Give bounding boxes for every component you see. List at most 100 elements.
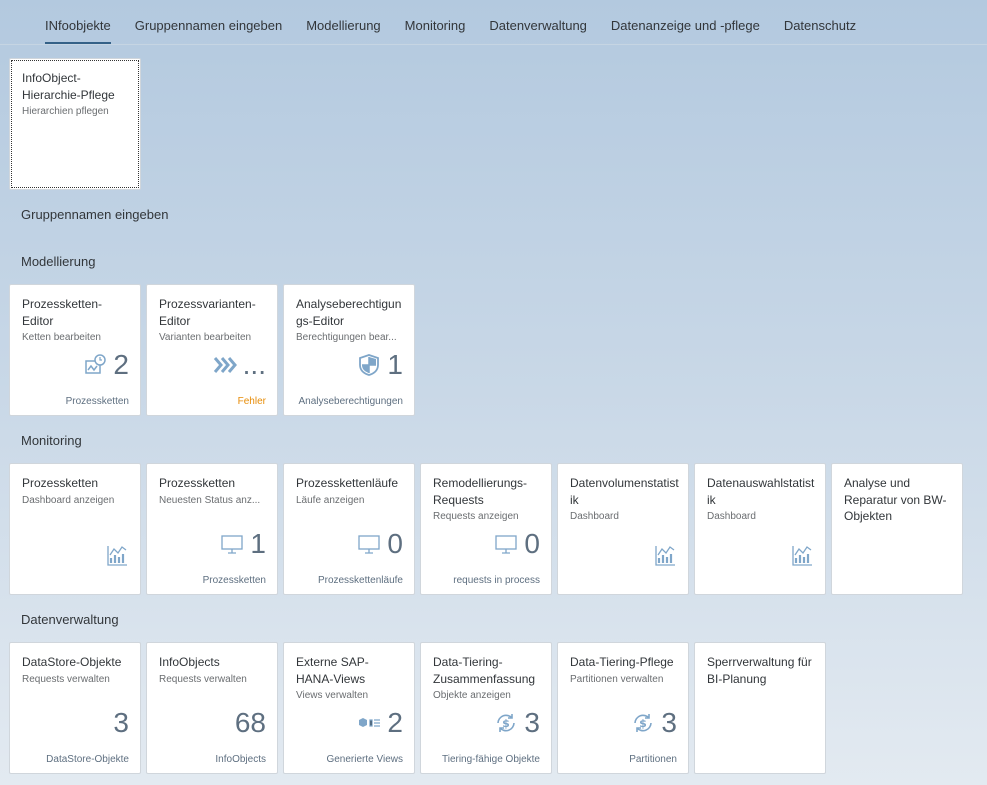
- tab[interactable]: Modellierung: [306, 18, 381, 33]
- tile-number: 3: [113, 707, 129, 738]
- tile-subtitle: Requests anzeigen: [433, 511, 519, 522]
- tab[interactable]: Datenanzeige und -pflege: [610, 18, 760, 33]
- tile-title: Datenauswahlstatistik: [707, 476, 815, 507]
- tile-footer: Analyseberechtigungen: [298, 396, 403, 407]
- tile-group: Gruppennamen eingeben: [9, 205, 987, 237]
- tile-title: Analyseberechtigungs-Editor: [296, 297, 402, 328]
- tile[interactable]: Prozessketten-Editor Ketten bearbeiten 2 Pr…: [9, 284, 141, 416]
- tile-footer: Prozessketten: [202, 575, 266, 586]
- tile-number: ...: [242, 349, 266, 380]
- tile-header: Prozessketten-Editor Ketten bearbeiten: [22, 296, 132, 345]
- tab[interactable]: Datenverwaltung: [489, 18, 587, 33]
- tile[interactable]: Remodellierungs-Requests Requests anzeige…: [420, 463, 552, 595]
- tile-header: Prozesskettenläufe Läufe anzeigen: [296, 475, 406, 508]
- tile-footer: Generierte Views: [326, 754, 403, 765]
- tile-icon: $: [497, 714, 516, 732]
- tile-title: Data-Tiering-Zusammenfassung: [433, 655, 536, 686]
- tile-icon: [85, 354, 107, 374]
- tile-icon: [655, 546, 675, 566]
- tab-bar: INfoobjekte Gruppennamen eingeben Modellie…: [0, 0, 987, 45]
- tile-icon: [358, 535, 381, 554]
- tile-row: Prozessketten-Editor Ketten bearbeiten 2 Pr…: [9, 284, 987, 416]
- group-title: Modellierung: [21, 254, 96, 269]
- tile-footer: DataStore-Objekte: [46, 754, 129, 765]
- tile-icon: $: [634, 714, 653, 732]
- tile-subtitle: Views verwalten: [296, 690, 369, 701]
- tile-header: Remodellierungs-Requests Requests anzeige…: [433, 475, 543, 524]
- tile-header: Prozessvarianten-Editor Varianten bearbei…: [159, 296, 269, 345]
- tile-subtitle: Objekte anzeigen: [433, 690, 511, 701]
- tab[interactable]: Datenschutz: [783, 18, 857, 33]
- tile-subtitle: Dashboard anzeigen: [22, 494, 115, 506]
- tile-number: 3: [524, 707, 540, 738]
- tile-header: Datenauswahlstatistik Dashboard: [707, 475, 817, 524]
- tile[interactable]: Analyse und Reparatur von BW-Objekten: [831, 463, 963, 595]
- tile-title: DataStore-Objekte: [22, 655, 122, 669]
- tab[interactable]: Gruppennamen eingeben: [134, 18, 283, 33]
- tile-title: Datenvolumenstatistik: [570, 476, 679, 507]
- tab[interactable]: INfoobjekte: [45, 0, 111, 44]
- tile-row: Prozessketten Dashboard anzeigen Prozesske…: [9, 463, 987, 595]
- tile-icon: [221, 535, 244, 554]
- tile-header: Analyse und Reparatur von BW-Objekten: [844, 475, 954, 525]
- tile-title: Prozessvarianten-Editor: [159, 297, 256, 328]
- tile-icon: [495, 535, 518, 554]
- group-title: Monitoring: [21, 433, 82, 448]
- tile-footer: Partitionen: [629, 754, 677, 765]
- tile-subtitle: Dashboard: [707, 511, 756, 522]
- tile[interactable]: DataStore-Objekte Requests verwalten 3 Data…: [9, 642, 141, 774]
- tile-row: InfoObject-Hierarchie-Pflege Hierarchien …: [9, 58, 987, 190]
- svg-text:$: $: [503, 717, 511, 730]
- tile-title: InfoObject-Hierarchie-Pflege: [22, 71, 115, 102]
- tile-subtitle: Requests verwalten: [22, 673, 110, 685]
- tile-subtitle: Hierarchien pflegen: [22, 106, 109, 117]
- tile-title: Data-Tiering-Pflege: [570, 655, 674, 669]
- tile-number: 68: [234, 707, 266, 738]
- tab[interactable]: Monitoring: [404, 18, 466, 33]
- tile-title: Prozesskettenläufe: [296, 476, 399, 490]
- tile-subtitle: Dashboard: [570, 511, 619, 522]
- tile-group: Datenverwaltung DataStore-Objekte Requests…: [9, 610, 987, 774]
- tile-subtitle: Varianten bearbeiten: [159, 332, 252, 343]
- tile-subtitle: Läufe anzeigen: [296, 494, 365, 506]
- tile-number: 2: [113, 349, 129, 380]
- tile-number: 1: [387, 349, 403, 380]
- tile-header: Prozessketten Neuesten Status anz...: [159, 475, 269, 508]
- tile-header: Analyseberechtigungs-Editor Berechtigunge…: [296, 296, 406, 345]
- tile-row: DataStore-Objekte Requests verwalten 3 Data…: [9, 642, 987, 774]
- tile[interactable]: Datenvolumenstatistik Dashboard: [557, 463, 689, 595]
- tile[interactable]: Prozessketten Neuesten Status anz... 1 Proz…: [146, 463, 278, 595]
- tile-title: Sperrverwaltung für BI-Planung: [707, 655, 812, 686]
- tile-title: Prozessketten-Editor: [22, 297, 103, 328]
- tile-group: Modellierung Prozessketten-Editor Ketten b…: [9, 252, 987, 416]
- tile-header: DataStore-Objekte Requests verwalten: [22, 654, 132, 687]
- tile-icon: [213, 357, 237, 373]
- tile[interactable]: Prozesskettenläufe Läufe anzeigen 0 Prozess…: [283, 463, 415, 595]
- tile-footer: Fehler: [237, 396, 266, 407]
- group-title: Gruppennamen eingeben: [21, 207, 169, 222]
- tile-header: Data-Tiering-Zusammenfassung Objekte anze…: [433, 654, 543, 703]
- tile[interactable]: Analyseberechtigungs-Editor Berechtigunge…: [283, 284, 415, 416]
- tile-header: Prozessketten Dashboard anzeigen: [22, 475, 132, 508]
- tile-number: 2: [387, 707, 403, 738]
- tile-header: InfoObjects Requests verwalten: [159, 654, 269, 687]
- tile-header: InfoObject-Hierarchie-Pflege Hierarchien …: [22, 70, 132, 119]
- tile-number: 0: [387, 528, 403, 559]
- tile[interactable]: Externe SAP-HANA-Views Views verwalten 2 Ge…: [283, 642, 415, 774]
- tile[interactable]: Sperrverwaltung für BI-Planung: [694, 642, 826, 774]
- tile[interactable]: Datenauswahlstatistik Dashboard: [694, 463, 826, 595]
- tile[interactable]: InfoObject-Hierarchie-Pflege Hierarchien …: [9, 58, 141, 190]
- tile[interactable]: InfoObjects Requests verwalten 68 InfoObjec…: [146, 642, 278, 774]
- tile-subtitle: Neuesten Status anz...: [159, 494, 261, 506]
- tile[interactable]: Prozessvarianten-Editor Varianten bearbei…: [146, 284, 278, 416]
- tile-title: Analyse und Reparatur von BW-Objekten: [844, 476, 947, 523]
- tile-footer: Tiering-fähige Objekte: [441, 754, 540, 765]
- tile[interactable]: Prozessketten Dashboard anzeigen: [9, 463, 141, 595]
- tile-header: Datenvolumenstatistik Dashboard: [570, 475, 680, 524]
- tile-header: Externe SAP-HANA-Views Views verwalten: [296, 654, 406, 703]
- tile[interactable]: Data-Tiering-Zusammenfassung Objekte anze…: [420, 642, 552, 774]
- tile-icon: [792, 546, 812, 566]
- tile-subtitle: Partitionen verwalten: [570, 673, 664, 685]
- tile[interactable]: Data-Tiering-Pflege Partitionen verwalten…: [557, 642, 689, 774]
- tile-title: Prozessketten: [159, 476, 236, 490]
